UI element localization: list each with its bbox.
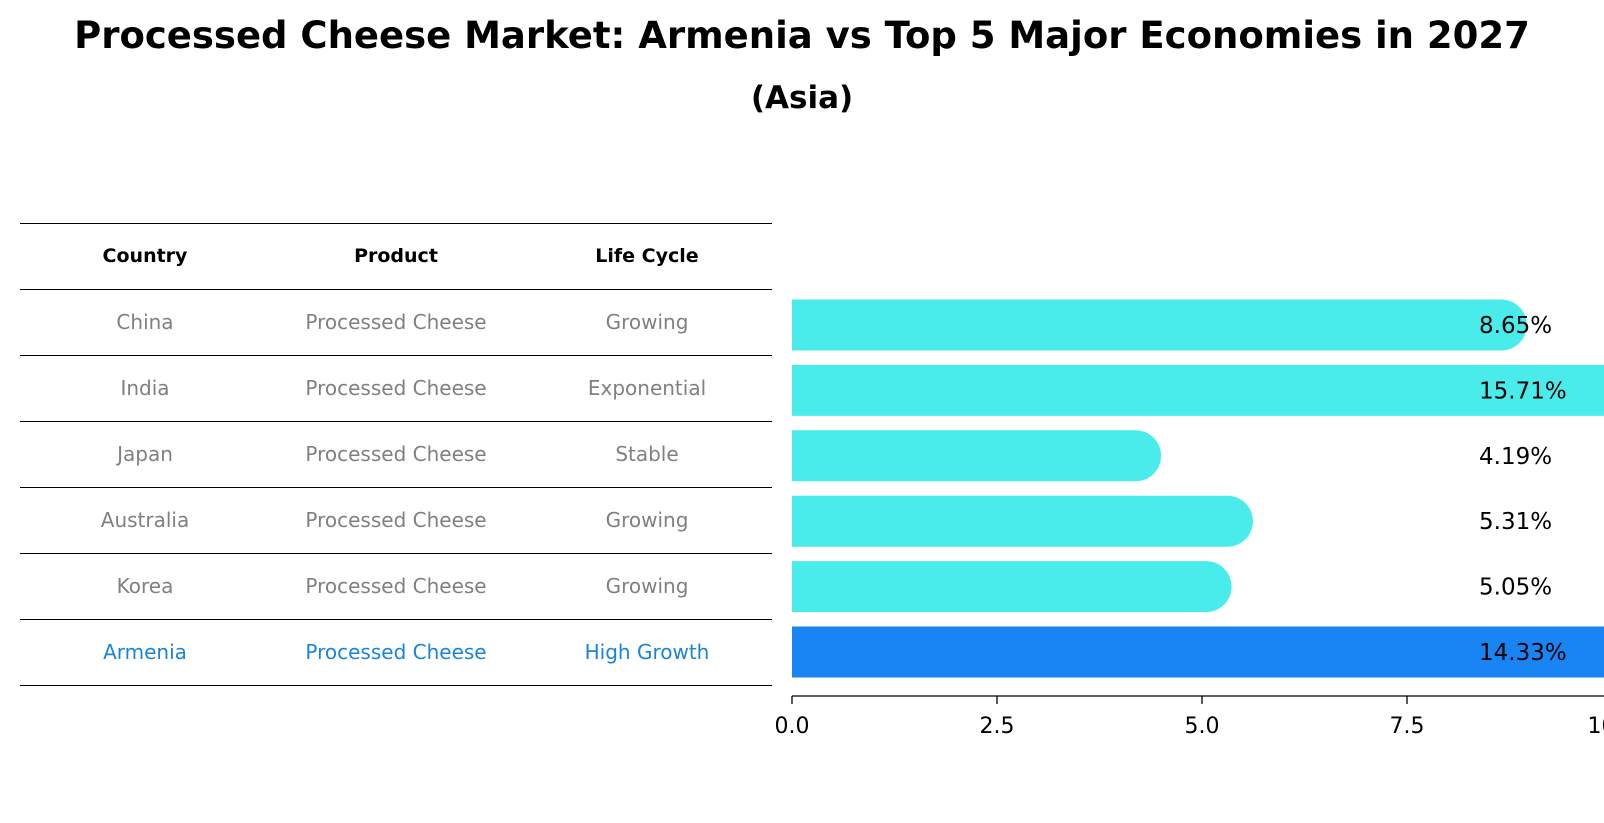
market-table: Country Product Life Cycle China Process…	[20, 223, 772, 686]
chart-title: Processed Cheese Market: Armenia vs Top …	[74, 14, 1530, 57]
table-header-row: Country Product Life Cycle	[20, 223, 772, 289]
life-cycle-cell: Growing	[605, 310, 689, 334]
value-label: 8.65%	[1479, 313, 1552, 339]
life-cycle-cell: Exponential	[587, 376, 707, 400]
bar-korea	[792, 561, 1232, 613]
x-tick-label: 5.0	[1185, 714, 1220, 739]
header-country: Country	[102, 245, 188, 267]
life-cycle-cell: High Growth	[584, 640, 710, 664]
chart-subtitle: (Asia)	[750, 80, 854, 116]
country-cell: Korea	[116, 574, 174, 598]
bar-japan	[792, 430, 1162, 482]
table-row: China Processed Cheese Growing	[20, 289, 772, 355]
product-cell: Processed Cheese	[305, 574, 487, 598]
product-cell: Processed Cheese	[305, 640, 487, 664]
x-tick-label: 2.5	[980, 714, 1015, 739]
country-cell: Armenia	[103, 640, 187, 664]
country-cell: India	[120, 376, 170, 400]
x-tick-label: 7.5	[1390, 714, 1425, 739]
product-cell: Processed Cheese	[305, 442, 487, 466]
bar-australia	[792, 495, 1253, 547]
table-row-highlight: Armenia Processed Cheese High Growth	[20, 619, 772, 686]
life-cycle-cell: Stable	[615, 442, 679, 466]
value-label: 15.71%	[1479, 378, 1567, 404]
bar-armenia	[792, 626, 1604, 678]
table-row: Australia Processed Cheese Growing	[20, 487, 772, 553]
header-product: Product	[354, 245, 438, 267]
table-row: India Processed Cheese Exponential	[20, 355, 772, 421]
country-cell: Australia	[100, 508, 190, 532]
x-tick-label: 0.0	[775, 714, 810, 739]
life-cycle-cell: Growing	[605, 508, 689, 532]
bar-india	[792, 364, 1604, 416]
value-label: 14.33%	[1479, 640, 1567, 666]
value-label: 5.05%	[1479, 575, 1552, 601]
life-cycle-cell: Growing	[605, 574, 689, 598]
product-cell: Processed Cheese	[305, 508, 487, 532]
value-label: 5.31%	[1479, 509, 1552, 535]
header-life-cycle: Life Cycle	[595, 245, 699, 267]
table-row: Korea Processed Cheese Growing	[20, 553, 772, 619]
x-tick-label: 10.0	[1588, 714, 1604, 739]
table-row: Japan Processed Cheese Stable	[20, 421, 772, 487]
value-label: 4.19%	[1479, 444, 1552, 470]
country-cell: Japan	[117, 442, 173, 466]
bar-china	[792, 299, 1527, 351]
product-cell: Processed Cheese	[305, 310, 487, 334]
country-cell: China	[116, 310, 174, 334]
product-cell: Processed Cheese	[305, 376, 487, 400]
